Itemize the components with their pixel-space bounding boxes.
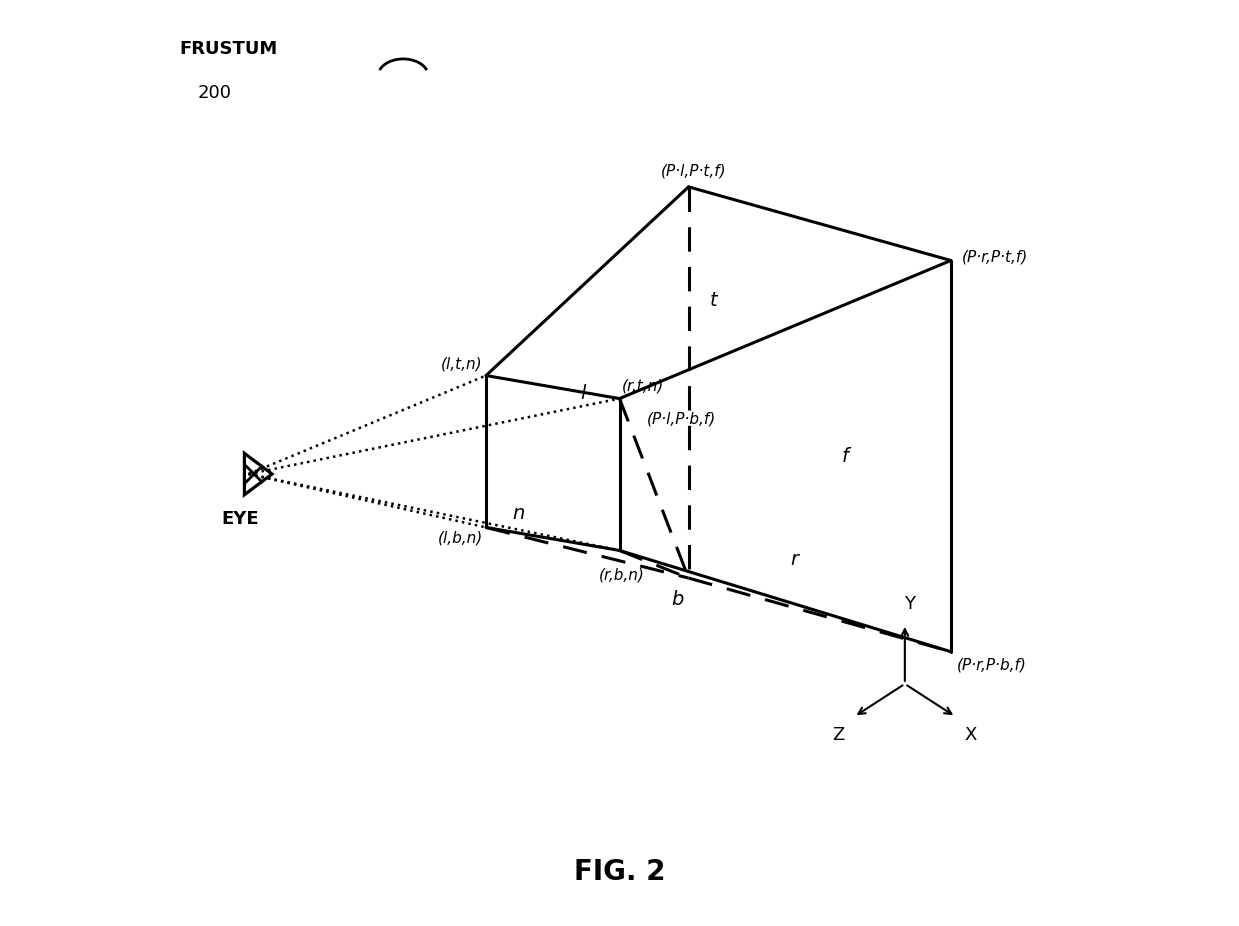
Text: (P·r,P·b,f): (P·r,P·b,f) [957, 657, 1026, 672]
Text: l: l [580, 384, 585, 404]
Text: b: b [670, 591, 683, 609]
Text: EYE: EYE [222, 510, 259, 528]
Text: (P·l,P·b,f): (P·l,P·b,f) [647, 412, 716, 427]
Text: (l,b,n): (l,b,n) [437, 531, 483, 545]
Text: FIG. 2: FIG. 2 [574, 858, 665, 886]
Text: Y: Y [904, 595, 914, 613]
Text: r: r [790, 550, 798, 569]
Text: (l,t,n): (l,t,n) [441, 357, 483, 371]
Text: t: t [710, 292, 717, 310]
Text: X: X [965, 726, 978, 744]
Text: FRUSTUM: FRUSTUM [180, 40, 278, 57]
Text: f: f [841, 446, 849, 466]
Text: Z: Z [833, 726, 845, 744]
Text: 200: 200 [198, 83, 232, 102]
Text: n: n [512, 504, 524, 523]
Text: (P·l,P·t,f): (P·l,P·t,f) [662, 163, 727, 178]
Text: (r,t,n): (r,t,n) [622, 378, 664, 393]
Text: (P·r,P·t,f): (P·r,P·t,f) [961, 250, 1028, 265]
Text: (r,b,n): (r,b,n) [598, 567, 644, 582]
